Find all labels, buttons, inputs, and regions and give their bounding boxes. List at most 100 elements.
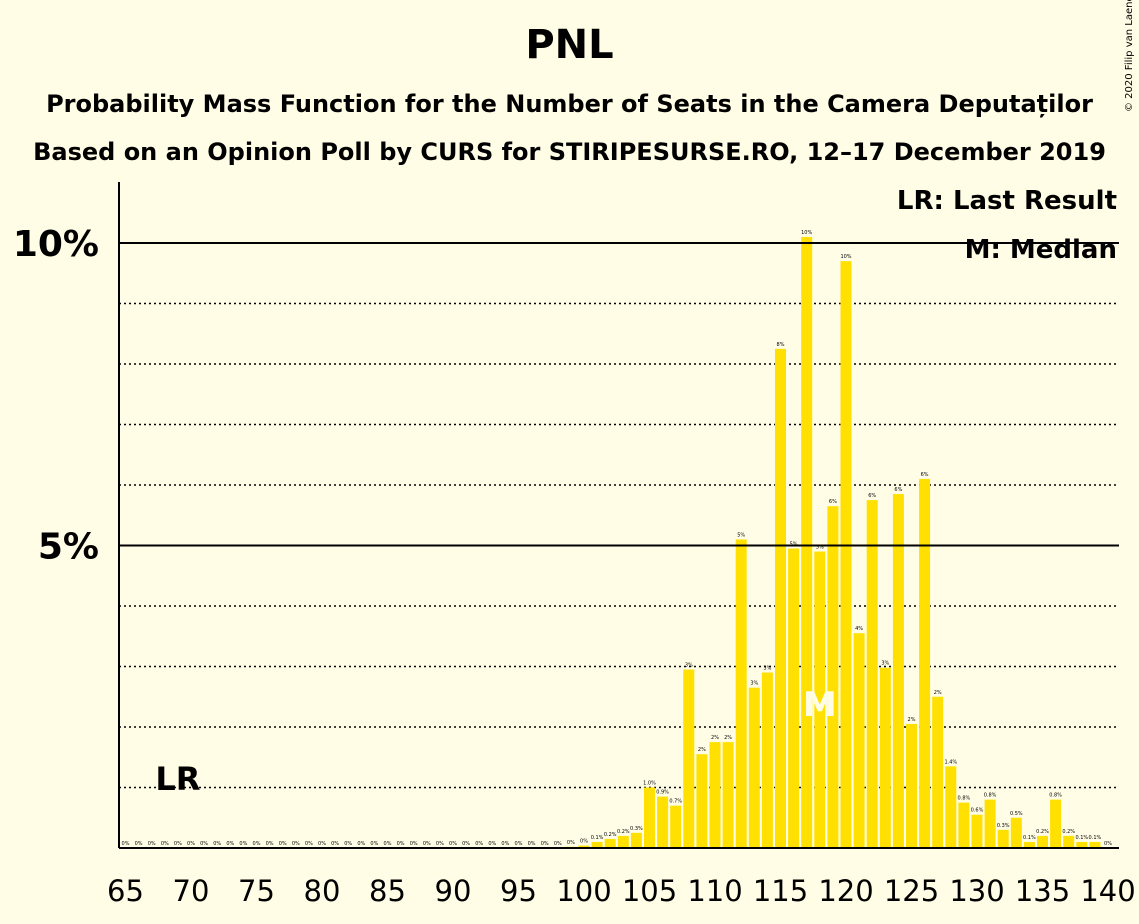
data-label-85: 0% [384, 841, 392, 847]
x-tick-label-95: 95 [500, 874, 537, 908]
x-tick-label-140: 140 [1080, 874, 1135, 908]
data-label-88: 0% [423, 841, 431, 847]
data-label-117: 10% [801, 230, 812, 236]
x-tick-label-65: 65 [107, 874, 144, 908]
data-label-76: 0% [266, 841, 274, 847]
data-label-115: 8% [777, 342, 785, 348]
data-label-123: 3% [881, 661, 889, 667]
data-label-110: 2% [711, 735, 719, 741]
data-label-67: 0% [148, 841, 156, 847]
bar-133 [1010, 817, 1022, 848]
x-tick-label-120: 120 [818, 874, 873, 908]
bar-119 [827, 506, 839, 848]
data-label-127: 2% [934, 690, 942, 696]
data-label-139: 0.1% [1089, 835, 1102, 841]
bar-124 [892, 494, 904, 848]
data-label-119: 6% [829, 499, 837, 505]
bar-106 [657, 796, 669, 848]
bar-126 [919, 478, 931, 848]
data-label-118: 5% [816, 545, 824, 551]
bar-108 [683, 669, 695, 848]
data-label-125: 2% [908, 717, 916, 723]
data-label-74: 0% [239, 841, 247, 847]
data-label-105: 1.0% [643, 781, 656, 787]
legend-last-result: LR: Last Result [897, 186, 1117, 216]
bar-136 [1050, 799, 1062, 848]
bar-102 [604, 838, 616, 848]
bar-120 [840, 261, 852, 848]
data-label-132: 0.3% [997, 823, 1010, 829]
data-label-90: 0% [449, 841, 457, 847]
x-tick-label-75: 75 [238, 874, 275, 908]
bar-134 [1023, 841, 1035, 848]
data-label-128: 1.4% [944, 759, 957, 765]
data-label-102: 0.2% [604, 832, 617, 838]
data-label-106: 0.9% [656, 790, 669, 796]
data-label-113: 3% [750, 681, 758, 687]
bar-121 [853, 633, 865, 848]
data-label-86: 0% [397, 841, 405, 847]
bar-123 [879, 667, 891, 848]
data-label-83: 0% [357, 841, 365, 847]
data-label-101: 0.1% [591, 835, 604, 841]
bar-110 [709, 742, 721, 848]
data-label-120: 10% [840, 254, 851, 260]
data-label-72: 0% [213, 841, 221, 847]
x-tick-label-85: 85 [369, 874, 406, 908]
bar-105 [644, 787, 655, 848]
data-label-126: 6% [921, 472, 929, 478]
x-tick-label-90: 90 [435, 874, 472, 908]
bar-138 [1076, 841, 1088, 848]
bar-115 [775, 348, 786, 848]
data-label-94: 0% [501, 841, 509, 847]
data-label-80: 0% [318, 841, 326, 847]
bar-113 [748, 687, 760, 848]
x-tick-label-105: 105 [622, 874, 677, 908]
bar-125 [906, 723, 917, 848]
data-label-109: 2% [698, 747, 706, 753]
data-label-136: 0.8% [1049, 793, 1062, 799]
data-label-140: 0% [1104, 841, 1112, 847]
bar-116 [788, 548, 800, 848]
data-label-104: 0.3% [630, 826, 643, 832]
data-label-95: 0% [515, 841, 523, 847]
y-tick-label-10: 10% [13, 224, 99, 265]
bar-132 [997, 829, 1009, 848]
bar-129 [958, 802, 970, 848]
bar-100 [578, 845, 590, 848]
data-label-97: 0% [541, 841, 549, 847]
chart-subtitle-poll: Based on an Opinion Poll by CURS for STI… [33, 138, 1106, 166]
data-label-134: 0.1% [1023, 835, 1036, 841]
data-label-130: 0.6% [971, 808, 984, 814]
bar-101 [591, 841, 603, 848]
bar-131 [984, 799, 996, 848]
data-label-108: 3% [685, 663, 693, 669]
data-label-122: 6% [868, 493, 876, 499]
data-label-75: 0% [253, 841, 261, 847]
data-label-69: 0% [174, 841, 182, 847]
bar-117 [801, 236, 813, 848]
data-label-99: 0% [567, 840, 575, 846]
x-tick-label-80: 80 [304, 874, 341, 908]
data-label-78: 0% [292, 841, 300, 847]
data-label-89: 0% [436, 841, 444, 847]
data-label-81: 0% [331, 841, 339, 847]
bar-118 [814, 551, 826, 848]
bar-104 [630, 832, 642, 848]
bar-107 [670, 805, 682, 848]
data-label-137: 0.2% [1062, 829, 1075, 835]
data-label-129: 0.8% [958, 796, 971, 802]
data-label-114: 3% [763, 666, 771, 672]
legend-median: M: Median [965, 235, 1117, 265]
data-label-91: 0% [462, 841, 470, 847]
x-tick-label-110: 110 [687, 874, 742, 908]
data-label-71: 0% [200, 841, 208, 847]
x-tick-label-115: 115 [753, 874, 808, 908]
median-marker: M [803, 685, 837, 725]
x-tick-label-100: 100 [556, 874, 611, 908]
data-label-131: 0.8% [984, 793, 997, 799]
bar-111 [722, 742, 734, 848]
data-label-121: 4% [855, 626, 863, 632]
bar-109 [696, 754, 708, 848]
